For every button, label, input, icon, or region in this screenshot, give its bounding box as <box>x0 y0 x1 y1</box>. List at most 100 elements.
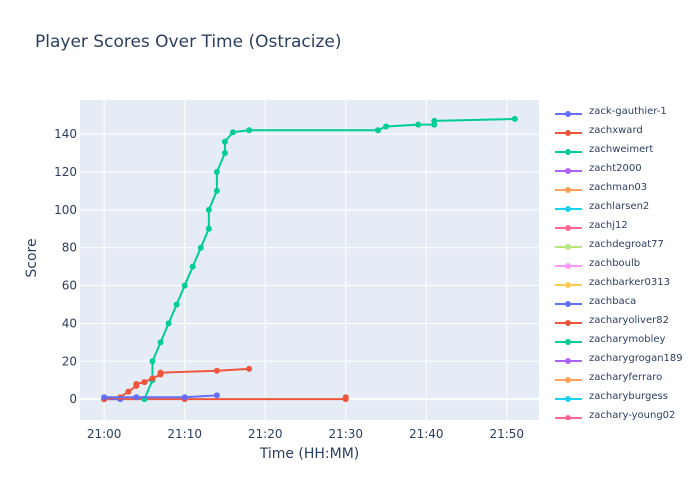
legend-swatch-marker <box>565 339 571 345</box>
legend-label: zachxward <box>589 125 643 136</box>
legend-swatch-marker <box>565 187 571 193</box>
data-point <box>173 301 180 308</box>
data-point <box>101 394 108 401</box>
legend-swatch-marker <box>565 377 571 383</box>
y-tick-label: 100 <box>54 203 77 217</box>
data-point <box>383 123 389 130</box>
data-point <box>213 392 220 399</box>
legend-item[interactable]: zachj12 <box>549 218 700 237</box>
legend-label: zacharygrogan189 <box>589 353 683 364</box>
legend-swatch <box>555 225 582 231</box>
legend-item[interactable]: zachbarker0313 <box>549 275 700 294</box>
data-point <box>246 365 253 372</box>
data-point <box>197 244 204 251</box>
x-tick-label: 21:10 <box>167 427 202 441</box>
chart-title: Player Scores Over Time (Ostracize) <box>35 32 342 52</box>
legend-item[interactable]: zachdegroat77 <box>549 237 700 256</box>
legend-swatch <box>555 149 582 155</box>
legend-swatch-marker <box>565 130 571 136</box>
legend-swatch-marker <box>565 244 571 250</box>
legend-item[interactable]: zachman03 <box>549 180 700 199</box>
legend-label: zachj12 <box>589 220 628 231</box>
data-point <box>221 150 228 157</box>
legend-item[interactable]: zachary-young02 <box>549 408 700 420</box>
legend-swatch <box>555 130 582 136</box>
legend-swatch-marker <box>565 320 571 326</box>
data-point <box>157 369 164 376</box>
legend-item[interactable]: zachlarsen2 <box>549 199 700 218</box>
data-point <box>157 339 164 346</box>
data-point <box>149 358 156 365</box>
x-axis-label: Time (HH:MM) <box>259 446 360 462</box>
legend-item[interactable]: zacharyoliver82 <box>549 313 700 332</box>
legend-label: zacharymobley <box>589 334 666 345</box>
plot-background <box>80 100 539 420</box>
legend-swatch <box>555 377 582 383</box>
legend-swatch-marker <box>565 149 571 155</box>
legend-label: zack-gauthier-1 <box>589 106 667 117</box>
legend-swatch-marker <box>565 111 571 117</box>
series-zack-gauthier-1 <box>101 392 220 401</box>
legend-swatch <box>555 168 582 174</box>
legend-label: zachary-young02 <box>589 410 676 420</box>
series-line <box>104 394 217 399</box>
y-tick-label: 40 <box>62 316 77 330</box>
data-point <box>374 127 381 134</box>
x-tick-label: 21:20 <box>248 427 283 441</box>
legend-label: zacharyoliver82 <box>589 315 669 326</box>
data-point <box>213 187 220 194</box>
x-tick-label: 21:50 <box>489 427 524 441</box>
data-point <box>181 282 188 289</box>
legend-label: zachman03 <box>589 182 648 193</box>
legend-swatch-marker <box>565 263 571 269</box>
y-tick-label: 120 <box>54 165 77 179</box>
legend-label: zacharyferraro <box>589 372 663 383</box>
legend-label: zachbaca <box>589 296 637 307</box>
legend-swatch <box>555 206 582 212</box>
legend-label: zachweimert <box>589 144 654 155</box>
legend-swatch <box>555 320 582 326</box>
data-point <box>141 379 148 386</box>
y-tick-label: 20 <box>62 354 77 368</box>
y-tick-label: 0 <box>69 392 77 406</box>
legend-swatch-marker <box>565 415 571 420</box>
data-point <box>149 375 156 382</box>
legend-swatch-marker <box>565 206 571 212</box>
legend-item[interactable]: zack-gauthier-1 <box>549 104 700 123</box>
data-point <box>342 394 349 401</box>
legend-item[interactable]: zachbaca <box>549 294 700 313</box>
data-point <box>511 115 518 122</box>
legend-swatch <box>555 111 582 117</box>
legend-item[interactable]: zacharymobley <box>549 332 700 351</box>
y-tick-label: 80 <box>62 241 77 255</box>
legend-swatch <box>555 358 582 364</box>
legend-swatch <box>555 339 582 345</box>
legend-swatch-marker <box>565 225 571 231</box>
legend-item[interactable]: zacht2000 <box>549 161 700 180</box>
legend-swatch <box>555 187 582 193</box>
legend-item[interactable]: zacharyferraro <box>549 370 700 389</box>
legend-item[interactable]: zacharyburgess <box>549 389 700 408</box>
data-point <box>181 394 188 401</box>
legend-swatch-marker <box>565 396 571 402</box>
legend-label: zachbarker0313 <box>589 277 670 288</box>
legend-item[interactable]: zachboulb <box>549 256 700 275</box>
data-point <box>189 263 196 270</box>
data-point <box>213 367 220 374</box>
legend-item[interactable]: zachweimert <box>549 142 700 161</box>
legend[interactable]: zack-gauthier-1 zachxward zachweimert zacht… <box>549 104 700 420</box>
legend-swatch-marker <box>565 282 571 288</box>
data-point <box>125 388 132 395</box>
legend-item[interactable]: zachxward <box>549 123 700 142</box>
x-tick-label: 21:00 <box>87 427 122 441</box>
legend-item[interactable]: zacharygrogan189 <box>549 351 700 370</box>
legend-swatch <box>555 244 582 250</box>
data-point <box>165 320 172 327</box>
y-tick-label: 140 <box>54 127 77 141</box>
legend-swatch <box>555 415 582 420</box>
legend-label: zacharyburgess <box>589 391 668 402</box>
data-point <box>205 206 212 213</box>
y-axis-label: Score <box>24 238 40 278</box>
